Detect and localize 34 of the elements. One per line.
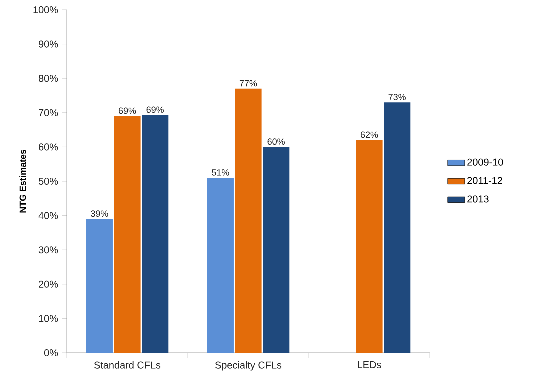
y-tick-label: 0%	[44, 349, 58, 357]
data-label: 60%	[268, 138, 285, 146]
y-tick-label: 60%	[39, 144, 58, 151]
x-tick-label: Specialty CFLs	[215, 362, 282, 371]
y-tick-label: 10%	[39, 315, 58, 322]
y-tick-label: 40%	[38, 212, 58, 220]
bar	[384, 102, 411, 353]
bar	[235, 88, 262, 353]
legend-label: 2011-12	[468, 177, 502, 184]
data-label: 69%	[146, 106, 164, 114]
bar	[207, 178, 234, 353]
x-tick-label: Standard CFLs	[94, 362, 161, 369]
y-tick-label: 80%	[38, 75, 58, 82]
data-label: 62%	[360, 132, 378, 138]
data-label: 73%	[388, 94, 406, 100]
legend-label: 2013	[468, 196, 489, 203]
y-tick-label: 70%	[39, 109, 58, 116]
bar	[86, 219, 113, 353]
data-label: 77%	[240, 80, 258, 87]
y-tick-label: 100%	[34, 6, 58, 14]
bar	[356, 140, 383, 353]
x-tick-label: LEDs	[358, 362, 382, 368]
legend-label: 2009-10	[468, 158, 504, 166]
y-tick-label: 20%	[39, 280, 58, 288]
bar	[114, 116, 141, 353]
y-axis-title: NTG Estimates	[20, 150, 26, 213]
data-label: 51%	[212, 170, 230, 176]
y-tick-label: 50%	[38, 178, 58, 186]
y-tick-label: 30%	[38, 246, 58, 254]
bar	[263, 147, 290, 353]
y-tick-label: 90%	[39, 40, 58, 48]
data-label: 69%	[118, 108, 136, 114]
bar	[142, 115, 169, 353]
data-label: 39%	[91, 210, 108, 218]
